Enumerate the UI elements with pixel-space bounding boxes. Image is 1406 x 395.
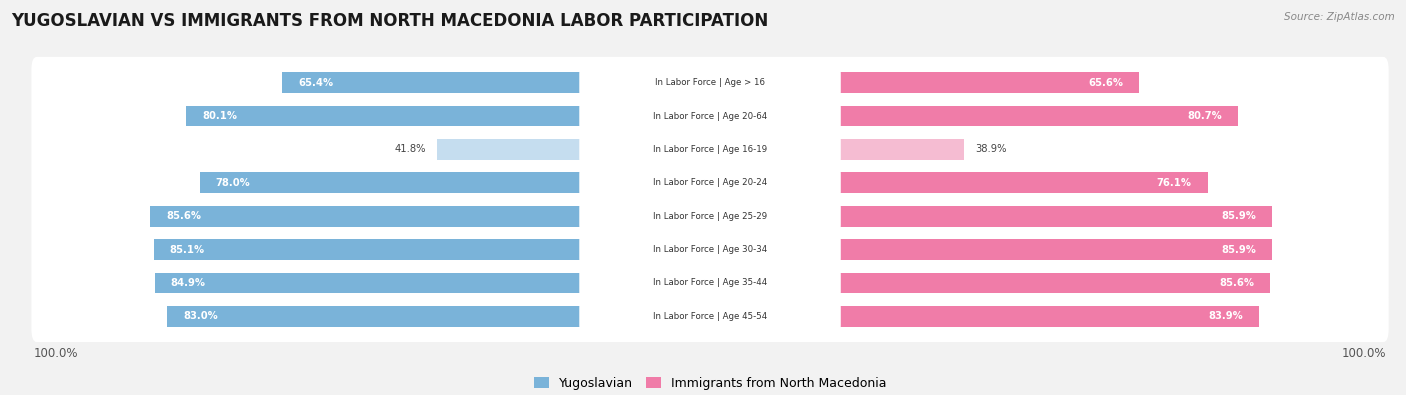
Text: 85.1%: 85.1% — [169, 245, 204, 254]
Bar — [710, 105, 1237, 126]
FancyBboxPatch shape — [31, 291, 1389, 342]
Text: 65.6%: 65.6% — [1088, 78, 1123, 88]
Text: In Labor Force | Age 30-34: In Labor Force | Age 30-34 — [652, 245, 768, 254]
Text: 85.9%: 85.9% — [1220, 245, 1256, 254]
Text: In Labor Force | Age > 16: In Labor Force | Age > 16 — [655, 78, 765, 87]
Bar — [710, 173, 1208, 193]
Bar — [167, 306, 710, 327]
Text: YUGOSLAVIAN VS IMMIGRANTS FROM NORTH MACEDONIA LABOR PARTICIPATION: YUGOSLAVIAN VS IMMIGRANTS FROM NORTH MAC… — [11, 12, 769, 30]
Bar — [710, 206, 1271, 226]
Legend: Yugoslavian, Immigrants from North Macedonia: Yugoslavian, Immigrants from North Maced… — [529, 372, 891, 395]
Text: 83.9%: 83.9% — [1208, 311, 1243, 321]
FancyBboxPatch shape — [31, 157, 1389, 209]
FancyBboxPatch shape — [579, 166, 841, 199]
FancyBboxPatch shape — [31, 124, 1389, 175]
Bar — [150, 206, 710, 226]
Text: 85.6%: 85.6% — [1219, 278, 1254, 288]
FancyBboxPatch shape — [579, 133, 841, 166]
Text: In Labor Force | Age 45-54: In Labor Force | Age 45-54 — [652, 312, 768, 321]
Text: In Labor Force | Age 16-19: In Labor Force | Age 16-19 — [652, 145, 768, 154]
Text: Source: ZipAtlas.com: Source: ZipAtlas.com — [1284, 12, 1395, 22]
Text: 84.9%: 84.9% — [170, 278, 205, 288]
Text: 76.1%: 76.1% — [1157, 178, 1192, 188]
Text: In Labor Force | Age 20-64: In Labor Force | Age 20-64 — [652, 111, 768, 120]
FancyBboxPatch shape — [579, 66, 841, 100]
Bar — [283, 72, 710, 93]
Text: 65.4%: 65.4% — [298, 78, 333, 88]
Bar — [187, 105, 710, 126]
FancyBboxPatch shape — [579, 99, 841, 133]
Bar — [710, 139, 965, 160]
Bar — [710, 306, 1258, 327]
Text: 83.0%: 83.0% — [183, 311, 218, 321]
Bar — [710, 239, 1271, 260]
FancyBboxPatch shape — [579, 266, 841, 300]
Bar — [437, 139, 710, 160]
Bar — [200, 173, 710, 193]
Text: 85.6%: 85.6% — [166, 211, 201, 221]
FancyBboxPatch shape — [31, 190, 1389, 242]
Bar — [153, 239, 710, 260]
Text: In Labor Force | Age 25-29: In Labor Force | Age 25-29 — [652, 212, 768, 221]
FancyBboxPatch shape — [31, 224, 1389, 275]
Bar — [155, 273, 710, 293]
Text: 41.8%: 41.8% — [395, 145, 426, 154]
FancyBboxPatch shape — [579, 299, 841, 333]
FancyBboxPatch shape — [579, 233, 841, 266]
Text: 78.0%: 78.0% — [215, 178, 250, 188]
Text: In Labor Force | Age 20-24: In Labor Force | Age 20-24 — [652, 178, 768, 187]
Text: 80.1%: 80.1% — [202, 111, 238, 121]
FancyBboxPatch shape — [31, 57, 1389, 108]
Text: In Labor Force | Age 35-44: In Labor Force | Age 35-44 — [652, 278, 768, 288]
FancyBboxPatch shape — [31, 257, 1389, 308]
Text: 38.9%: 38.9% — [974, 145, 1007, 154]
FancyBboxPatch shape — [31, 90, 1389, 142]
FancyBboxPatch shape — [579, 199, 841, 233]
Bar — [710, 72, 1139, 93]
Bar — [710, 273, 1270, 293]
Text: 80.7%: 80.7% — [1187, 111, 1222, 121]
Text: 85.9%: 85.9% — [1220, 211, 1256, 221]
